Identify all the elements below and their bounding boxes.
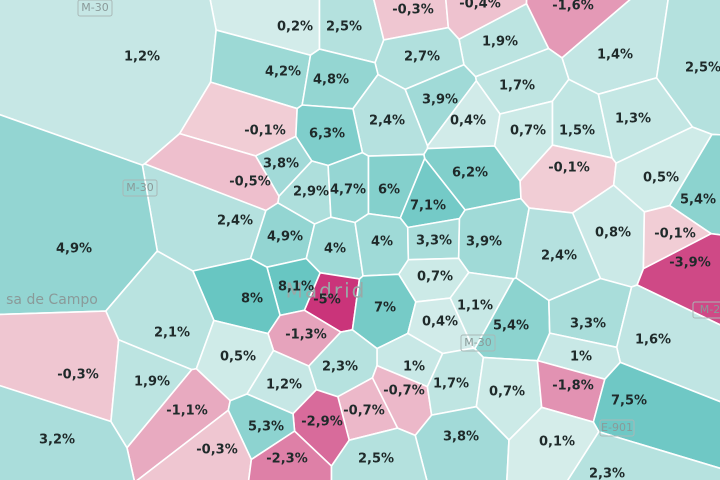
value-label: 0,5%	[220, 350, 256, 365]
road-label: M-30	[126, 181, 153, 194]
value-label: 0,2%	[277, 20, 313, 35]
value-label: 3,8%	[443, 430, 479, 445]
value-label: 1,2%	[124, 50, 160, 65]
value-label: 3,9%	[422, 93, 458, 108]
place-label: sa de Campo	[6, 292, 98, 308]
value-label: -1,8%	[552, 379, 593, 394]
value-label: 1,7%	[433, 377, 469, 392]
value-label: 7,1%	[410, 199, 446, 214]
value-label: 0,5%	[643, 171, 679, 186]
value-label: 5,4%	[493, 319, 529, 334]
value-label: 2,7%	[404, 50, 440, 65]
value-label: -1,1%	[166, 404, 207, 419]
value-label: 0,1%	[539, 435, 575, 450]
value-label: 3,9%	[466, 235, 502, 250]
value-label: 1,1%	[457, 299, 493, 314]
region	[330, 427, 428, 480]
value-label: -1,3%	[285, 328, 326, 343]
value-label: 0,8%	[595, 226, 631, 241]
value-label: -0,3%	[392, 3, 433, 18]
value-label: -0,4%	[459, 0, 500, 12]
value-label: 1%	[403, 360, 425, 375]
road-label: M-30	[81, 1, 108, 14]
value-label: 2,4%	[217, 214, 253, 229]
value-label: 2,4%	[541, 249, 577, 264]
value-label: -2,3%	[266, 452, 307, 467]
value-label: -0,7%	[343, 404, 384, 419]
value-label: 2,3%	[589, 467, 625, 480]
value-label: 3,3%	[570, 317, 606, 332]
value-label: 7%	[374, 301, 396, 316]
value-label: -0,5%	[229, 175, 270, 190]
value-label: 4,7%	[330, 183, 366, 198]
value-label: 8%	[241, 292, 263, 307]
value-label: -0,1%	[654, 227, 695, 242]
value-label: 6%	[378, 183, 400, 198]
value-label: 5,4%	[680, 193, 716, 208]
value-label: -1,6%	[552, 0, 593, 14]
value-label: -0,7%	[383, 384, 424, 399]
city-label: Madrid	[286, 279, 367, 303]
value-label: 1,6%	[635, 333, 671, 348]
value-label: 0,4%	[450, 114, 486, 129]
value-label: 4,8%	[313, 73, 349, 88]
value-label: 3,8%	[263, 157, 299, 172]
road-sign	[460, 334, 496, 352]
value-label: 4%	[371, 235, 393, 250]
region	[0, 384, 135, 480]
value-label: 0,7%	[417, 270, 453, 285]
value-label: 3,2%	[39, 433, 75, 448]
value-label: 6,3%	[309, 127, 345, 142]
value-label: 5,3%	[248, 420, 284, 435]
value-label: 4,2%	[265, 65, 301, 80]
value-label: 2,5%	[685, 61, 720, 76]
value-label: 4%	[324, 242, 346, 257]
road-sign	[692, 301, 720, 319]
value-label: 0,7%	[489, 385, 525, 400]
value-label: 2,1%	[154, 326, 190, 341]
value-label: 1,9%	[482, 35, 518, 50]
value-label: -3,9%	[669, 256, 710, 271]
value-label: 2,5%	[358, 452, 394, 467]
value-label: 1,9%	[134, 375, 170, 390]
road-label: E-901	[601, 421, 633, 434]
value-label: 1%	[570, 350, 592, 365]
value-label: 3,3%	[416, 234, 452, 249]
value-label: 0,4%	[422, 315, 458, 330]
road-sign	[599, 419, 635, 437]
region	[566, 430, 720, 480]
value-label: -0,3%	[196, 443, 237, 458]
value-label: -0,1%	[548, 161, 589, 176]
value-label: 4,9%	[267, 230, 303, 245]
road-sign	[122, 179, 158, 197]
value-label: 2,5%	[326, 20, 362, 35]
value-label: 2,3%	[322, 360, 358, 375]
value-label: 2,9%	[293, 185, 329, 200]
value-label: -5%	[313, 293, 340, 308]
value-label: 1,7%	[499, 79, 535, 94]
value-label: 2,4%	[369, 114, 405, 129]
road-label: M-2	[700, 303, 720, 316]
value-label: 6,2%	[452, 166, 488, 181]
value-label: 0,7%	[510, 124, 546, 139]
value-label: 1,4%	[597, 48, 633, 63]
value-label: 7,5%	[611, 394, 647, 409]
value-label: -0,3%	[57, 368, 98, 383]
value-label: 1,3%	[615, 112, 651, 127]
value-label: -0,1%	[244, 124, 285, 139]
value-label: 8,1%	[278, 280, 314, 295]
value-label: 4,9%	[56, 242, 92, 257]
value-label: 1,5%	[559, 124, 595, 139]
value-label: -2,9%	[301, 415, 342, 430]
road-sign	[77, 0, 113, 17]
road-label: M-30	[464, 336, 491, 349]
value-label: 1,2%	[266, 378, 302, 393]
